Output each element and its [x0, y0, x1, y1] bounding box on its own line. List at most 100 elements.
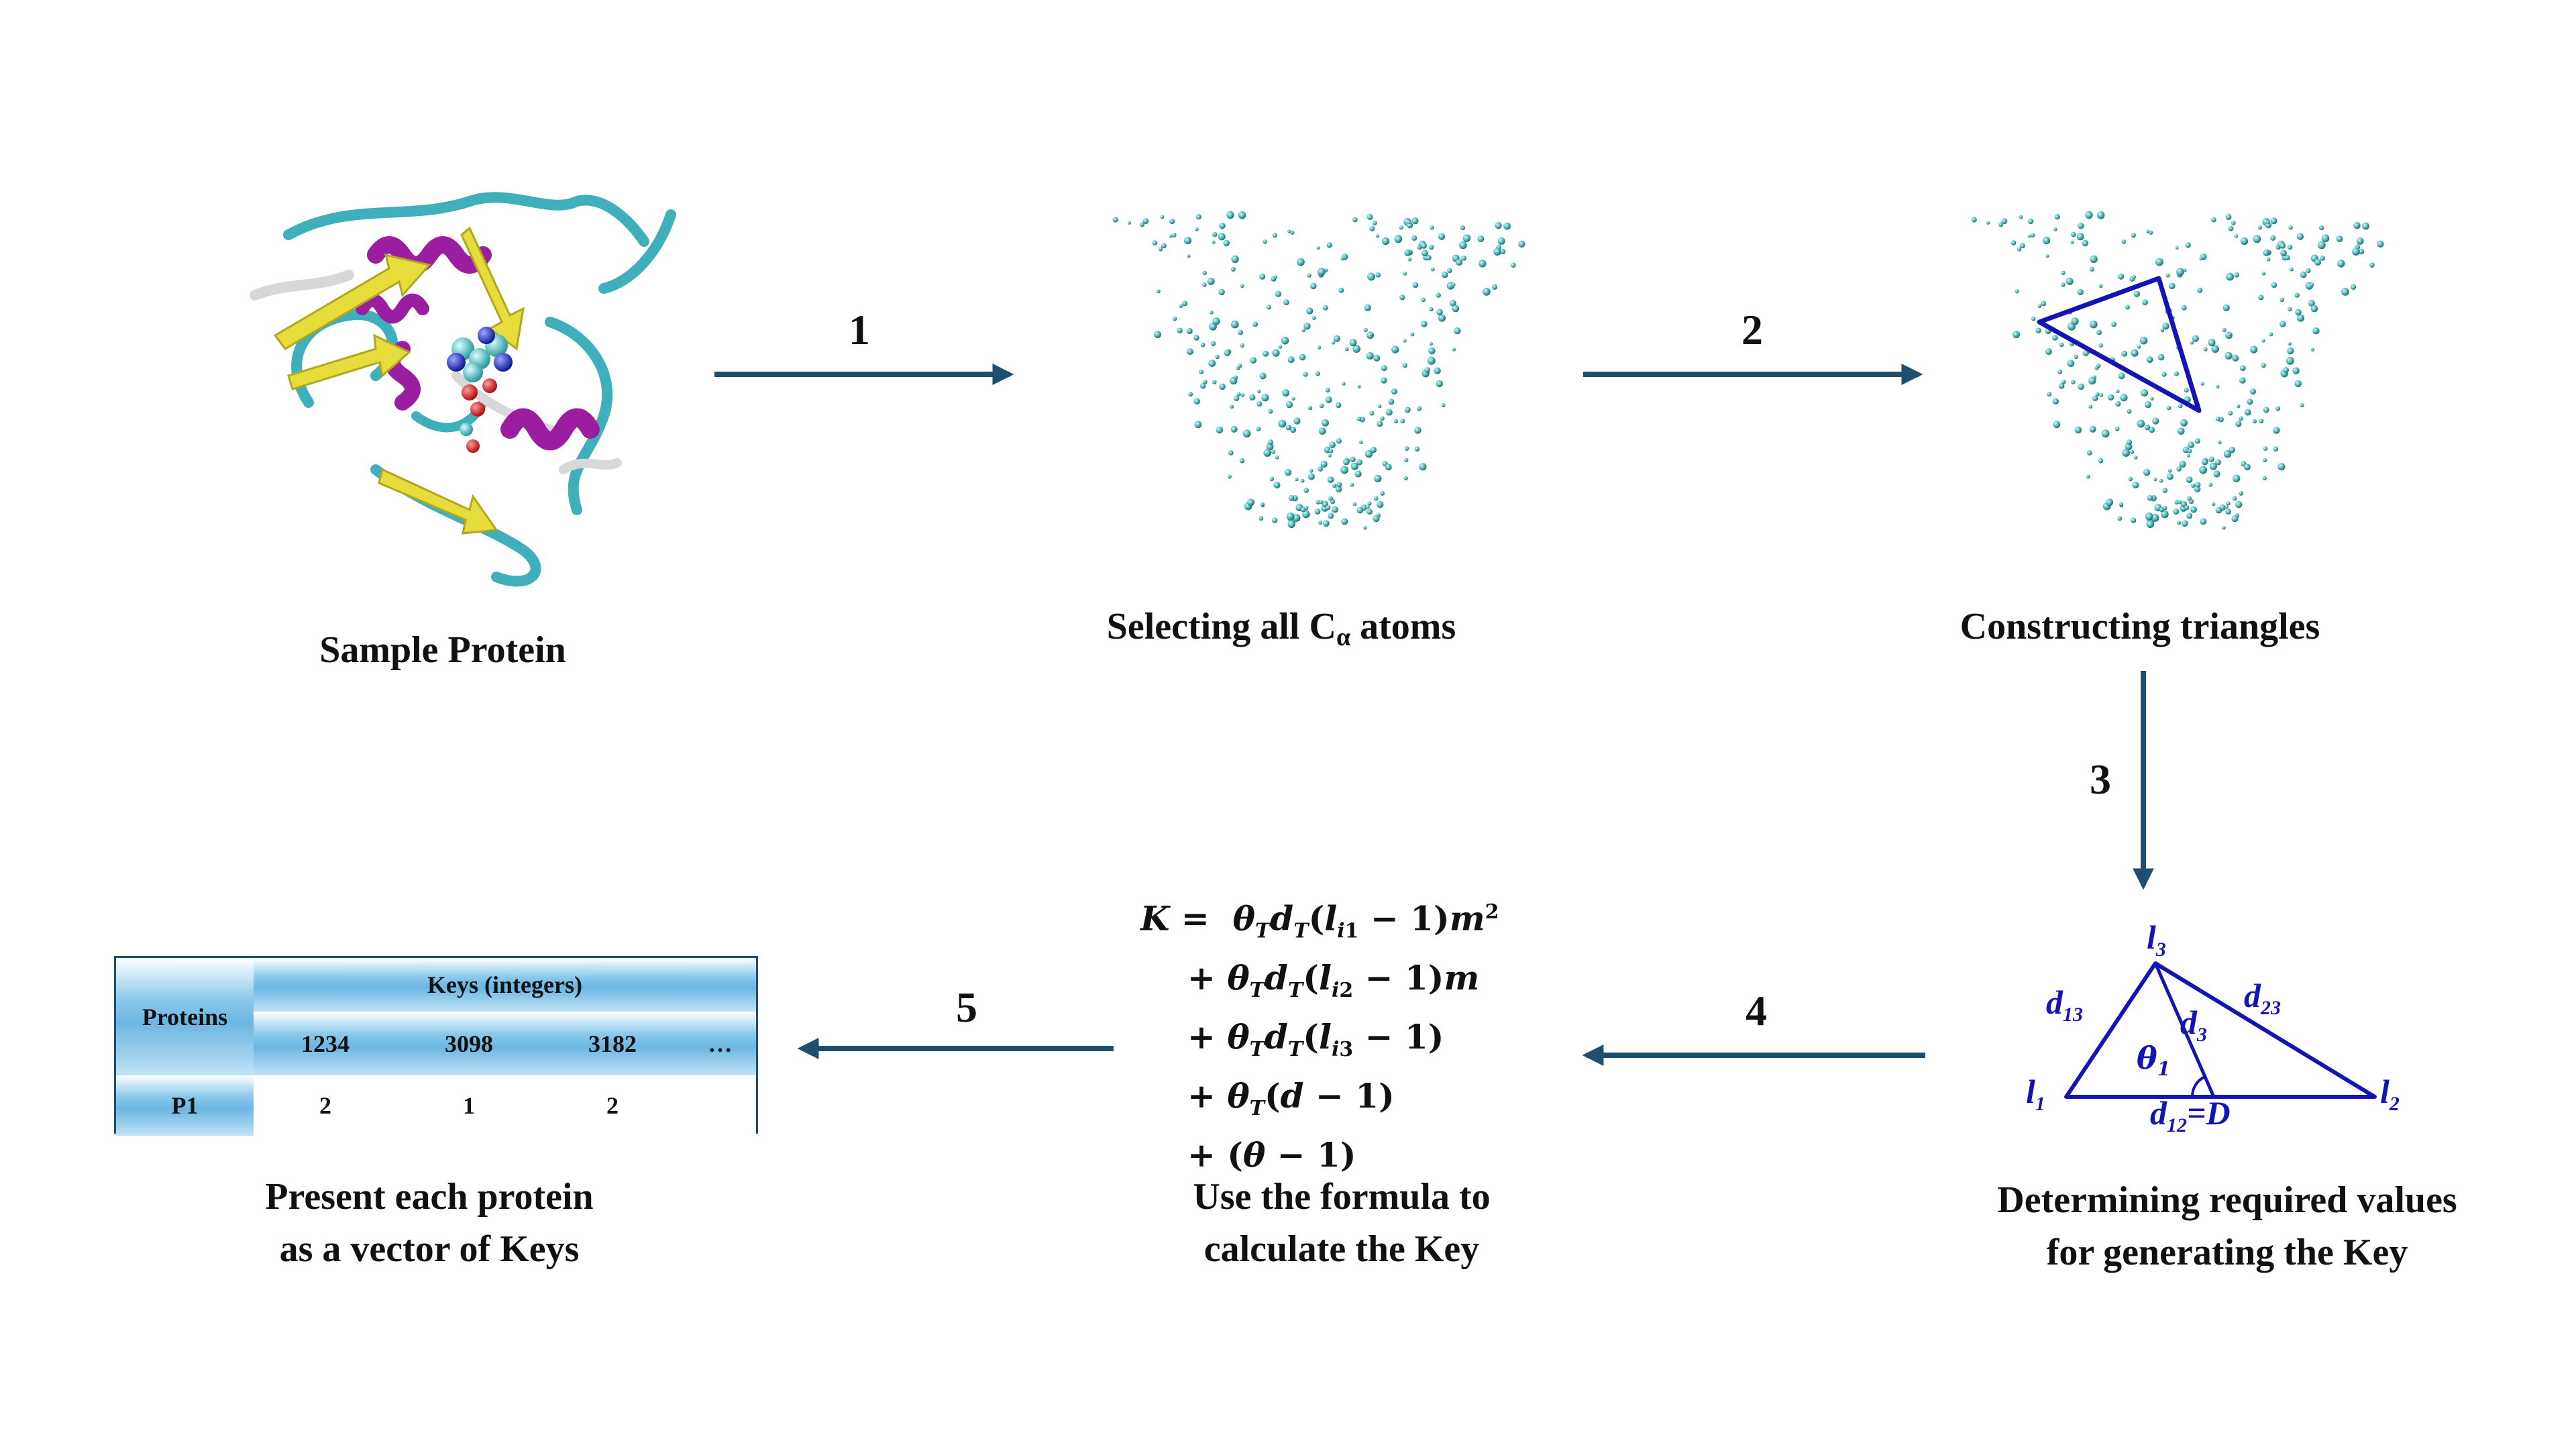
- calpha-atom: [1128, 221, 1131, 225]
- calpha-atom: [2166, 406, 2171, 411]
- calpha-atom: [2279, 297, 2284, 303]
- calpha-atom: [1359, 440, 1363, 445]
- calpha-atom: [1373, 515, 1380, 523]
- calpha-atom: [1268, 409, 1273, 414]
- calpha-atom: [2211, 217, 2216, 223]
- calpha-atom: [1495, 222, 1502, 229]
- calpha-atom: [1452, 305, 1460, 313]
- calpha-atom: [1366, 505, 1370, 509]
- calpha-atom: [2126, 439, 2133, 445]
- calpha-atom: [2308, 300, 2315, 307]
- calpha-atom: [1385, 464, 1392, 471]
- calpha-atom: [2247, 398, 2253, 405]
- calpha-atom: [2095, 392, 2100, 396]
- calpha-atom: [1236, 392, 1241, 396]
- calpha-atom: [2017, 247, 2022, 252]
- calpha-atom: [1352, 502, 1357, 506]
- calpha-atom: [2186, 453, 2190, 458]
- calpha-atom: [1462, 234, 1471, 243]
- calpha-atom: [1328, 449, 1334, 453]
- calpha-atom: [2289, 267, 2294, 272]
- calpha-atom: [2263, 446, 2268, 451]
- calpha-atom: [2284, 255, 2290, 261]
- calpha-atom: [2037, 304, 2042, 309]
- calpha-atom: [2019, 243, 2025, 249]
- calpha-atom: [1412, 282, 1419, 288]
- calpha-atom: [2191, 483, 2196, 488]
- calpha-atom: [1410, 332, 1415, 337]
- calpha-atom: [1375, 272, 1381, 278]
- label-d12: d12=D: [2150, 1094, 2231, 1136]
- calpha-atom: [1322, 305, 1328, 311]
- calpha-atom: [2162, 323, 2169, 330]
- calpha-atom: [2101, 429, 2110, 438]
- calpha-atom: [2071, 317, 2079, 325]
- calpha-atom: [2199, 466, 2208, 474]
- calpha-atom: [1393, 419, 1398, 424]
- calpha-atom: [1160, 215, 1165, 219]
- calpha-atom: [2194, 486, 2201, 492]
- calpha-atom: [2218, 440, 2222, 445]
- calpha-atom: [1188, 392, 1193, 397]
- calpha-atom: [1329, 441, 1336, 448]
- calpha-atom: [2115, 401, 2121, 407]
- calpha-atom: [2235, 421, 2242, 427]
- calpha-atom: [1273, 482, 1281, 489]
- calpha-atom: [2286, 356, 2294, 365]
- caption-selecting-sub: α: [1336, 623, 1351, 651]
- calpha-atom: [1224, 350, 1231, 356]
- calpha-atom: [2155, 258, 2163, 266]
- calpha-atom: [1200, 342, 1205, 347]
- calpha-atom: [2120, 394, 2128, 402]
- calpha-atom: [2174, 500, 2180, 504]
- calpha-atom: [1479, 260, 1487, 268]
- calpha-atom: [1356, 417, 1362, 421]
- calpha-atom: [2233, 474, 2241, 482]
- calpha-atom: [2177, 521, 2182, 525]
- calpha-atom: [2121, 239, 2126, 244]
- calpha-atom: [2147, 495, 2153, 501]
- calpha-atom: [1291, 396, 1295, 400]
- label-l3: l3: [2147, 918, 2166, 961]
- calpha-atom: [2178, 500, 2182, 504]
- calpha-atom: [2263, 458, 2267, 463]
- calpha-atom: [1404, 407, 1411, 413]
- calpha-atom: [1328, 496, 1333, 501]
- calpha-atom: [2216, 384, 2220, 389]
- calpha-atom: [2047, 392, 2052, 397]
- calpha-atom: [1252, 321, 1258, 327]
- calpha-atom: [1202, 282, 1207, 287]
- calpha-atom: [1161, 243, 1167, 249]
- calpha-atom: [2200, 382, 2204, 386]
- calpha-atom: [2228, 332, 2233, 336]
- calpha-atom: [1218, 233, 1226, 241]
- calpha-atom: [1272, 517, 1278, 523]
- calpha-atom: [2052, 398, 2059, 405]
- calpha-atom-cloud: [1112, 211, 1525, 530]
- calpha-atom: [1373, 496, 1379, 501]
- table-key-more: …: [684, 1012, 756, 1075]
- calpha-atom: [1356, 459, 1362, 466]
- calpha-atom: [2086, 474, 2090, 479]
- calpha-atom: [2228, 411, 2233, 416]
- calpha-atom: [1314, 508, 1321, 515]
- label-d23: d23: [2244, 977, 2281, 1019]
- calpha-atom: [1336, 402, 1342, 409]
- calpha-atom: [1369, 225, 1375, 231]
- calpha-atom: [2108, 394, 2114, 401]
- calpha-atom: [1338, 287, 1344, 293]
- calpha-atom: [2114, 426, 2120, 431]
- calpha-atom: [1377, 500, 1384, 508]
- calpha-atom: [1342, 382, 1346, 386]
- calpha-atom: [2053, 227, 2057, 231]
- calpha-atom: [1240, 284, 1244, 288]
- calpha-atom: [2074, 354, 2078, 359]
- calpha-atom: [2010, 240, 2017, 246]
- calpha-atom: [1332, 483, 1337, 488]
- table-key-3: 3182: [541, 1012, 684, 1075]
- calpha-atom: [2031, 233, 2035, 237]
- calpha-atom: [2273, 446, 2279, 452]
- calpha-atom: [1369, 332, 1374, 336]
- calpha-atom: [1318, 268, 1326, 276]
- calpha-atom: [2153, 478, 2157, 482]
